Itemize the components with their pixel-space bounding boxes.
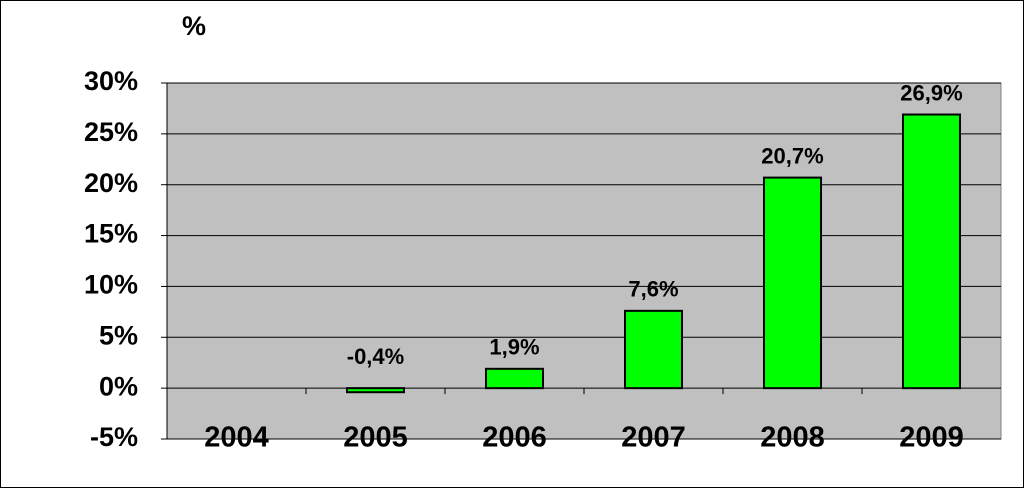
y-tick-label: 15% bbox=[84, 219, 138, 249]
y-tick-label: 30% bbox=[84, 66, 138, 96]
plot-area bbox=[166, 82, 1002, 440]
value-label: 7,6% bbox=[628, 277, 678, 302]
x-tick-label: 2005 bbox=[343, 422, 408, 454]
x-tick-label: 2009 bbox=[899, 422, 964, 454]
x-tick-label: 2006 bbox=[482, 422, 547, 454]
bar bbox=[485, 367, 544, 390]
value-label: 20,7% bbox=[761, 143, 823, 168]
bar bbox=[902, 113, 961, 390]
y-tick-label: 0% bbox=[99, 371, 138, 401]
x-tick-label: 2008 bbox=[760, 422, 825, 454]
y-tick-label: 20% bbox=[84, 168, 138, 198]
y-axis-label: % bbox=[182, 11, 206, 41]
bar bbox=[346, 387, 405, 394]
value-label: 1,9% bbox=[489, 335, 539, 360]
x-tick-label: 2004 bbox=[204, 422, 269, 454]
value-label: 26,9% bbox=[900, 80, 962, 105]
value-label: -0,4% bbox=[347, 344, 404, 369]
y-tick-label: 5% bbox=[99, 320, 138, 350]
bar bbox=[624, 309, 683, 390]
y-tick-label: 10% bbox=[84, 270, 138, 300]
x-tick-label: 2007 bbox=[621, 422, 686, 454]
y-tick-label: 25% bbox=[84, 117, 138, 147]
y-tick-label: -5% bbox=[90, 422, 138, 452]
bar bbox=[763, 176, 822, 390]
